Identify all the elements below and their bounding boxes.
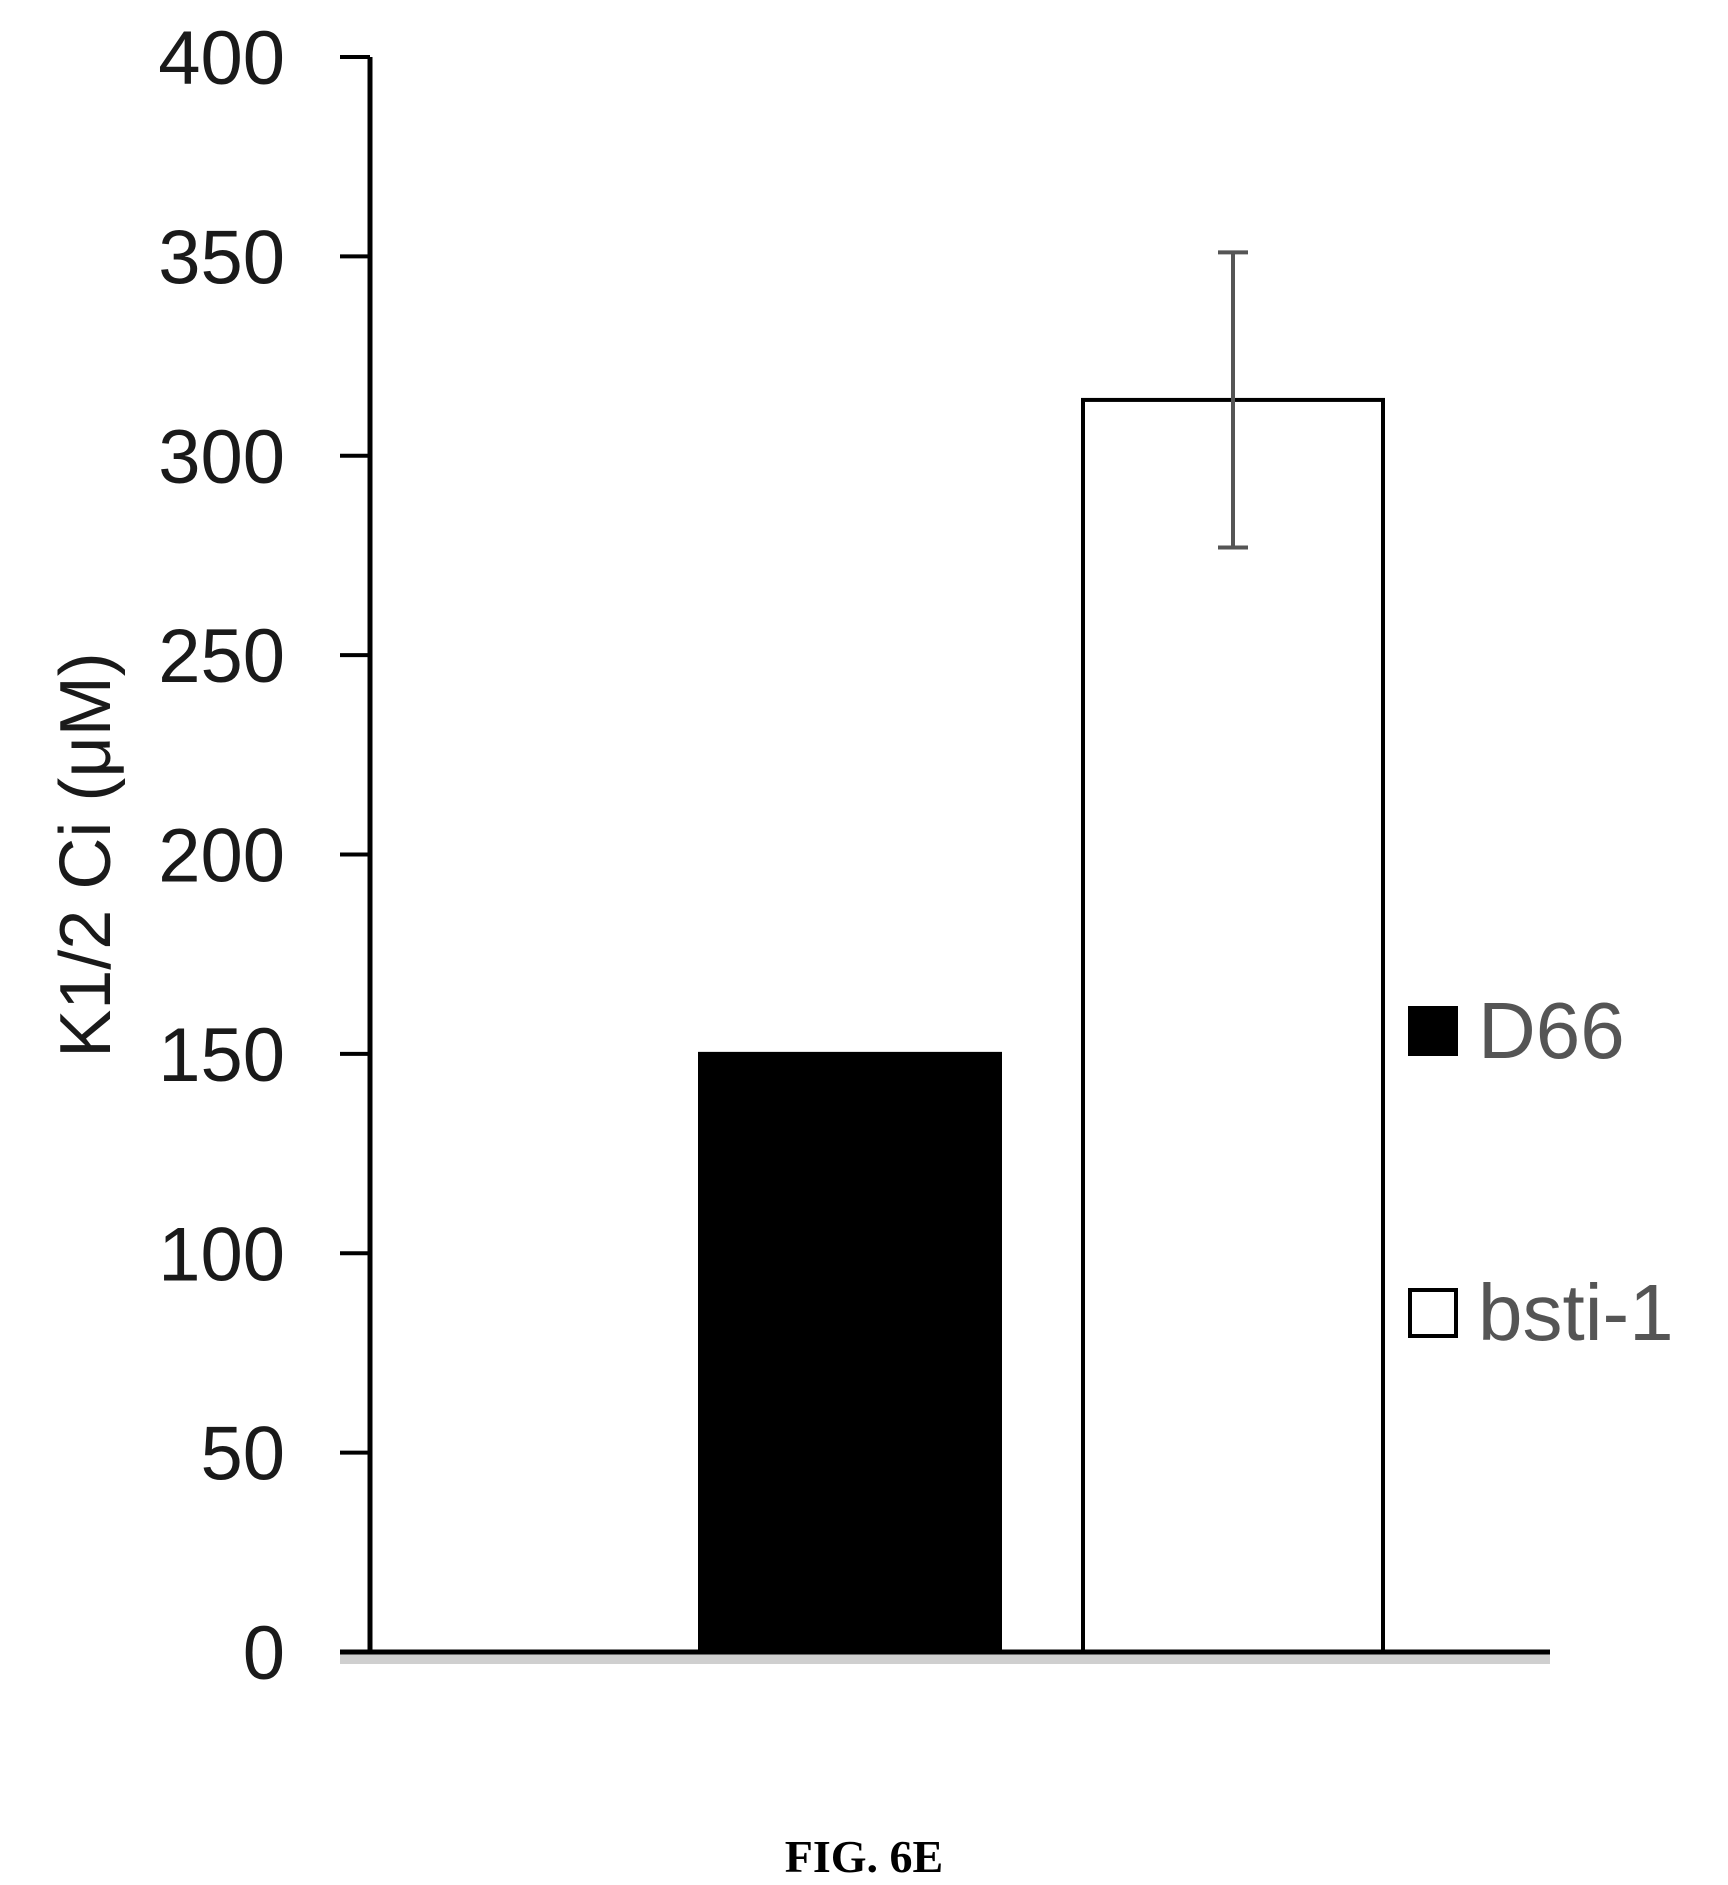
y-tick-label: 250 — [158, 614, 285, 699]
y-axis-ticks: 0 50 100 150 200 250 300 350 400 — [158, 16, 370, 1696]
y-tick-label: 150 — [158, 1013, 285, 1098]
y-tick-label: 200 — [158, 814, 285, 899]
bar-D66 — [698, 1051, 1002, 1654]
x-axis-baseline-shade — [340, 1654, 1550, 1664]
legend-swatch-D66 — [1408, 1006, 1458, 1056]
y-tick-label: 0 — [243, 1611, 285, 1696]
legend-label-bsti-1: bsti-1 — [1478, 1268, 1674, 1357]
y-tick-label: 100 — [158, 1212, 285, 1297]
y-tick-label: 400 — [158, 16, 285, 101]
y-tick-label: 300 — [158, 415, 285, 500]
bars — [698, 250, 1385, 1654]
bar-bsti-1 — [1081, 397, 1385, 1654]
axes — [340, 57, 1550, 1664]
legend: D66 bsti-1 — [1408, 986, 1674, 1357]
legend-label-D66: D66 — [1478, 986, 1625, 1075]
y-tick-label: 50 — [200, 1412, 285, 1497]
legend-swatch-bsti-1 — [1408, 1288, 1458, 1338]
y-axis-label: K1/2 Ci (μM) — [46, 652, 126, 1058]
figure-caption: FIG. 6E — [784, 1831, 944, 1882]
y-tick-label: 350 — [158, 215, 285, 300]
